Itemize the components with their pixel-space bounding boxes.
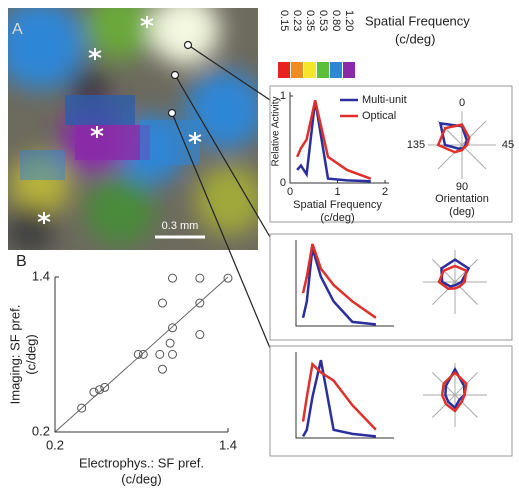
axes (295, 352, 394, 439)
panel-label: A (12, 21, 23, 38)
point (133, 349, 143, 359)
y-axis-label: (c/deg) (23, 334, 38, 374)
spoke (454, 281, 478, 305)
tuning-polygon (436, 123, 471, 154)
angle-tick-label: 135 (407, 139, 425, 151)
polar-title: (deg) (449, 206, 475, 218)
series-line (301, 359, 377, 438)
colorbar-swatch (291, 62, 303, 78)
colorbar-swatch (330, 62, 342, 78)
x-axis-label: (c/deg) (320, 212, 354, 224)
x-axis-label: Spatial Frequency (293, 199, 382, 211)
colorbar-swatch (278, 62, 290, 78)
series-line (295, 100, 372, 180)
point (100, 382, 110, 392)
point (168, 349, 178, 359)
series-line (301, 247, 377, 326)
series-line (296, 100, 371, 183)
x-tick-label: 0.2 (46, 437, 64, 452)
point (155, 349, 165, 359)
y-tick-label: 1.4 (32, 268, 50, 283)
colorbar-label: 0.15 (278, 10, 290, 31)
spoke (432, 394, 456, 418)
colorbar-title: Spatial Frequency (365, 13, 470, 28)
point (195, 330, 205, 340)
colorbar-label: 0.35 (304, 10, 316, 31)
x-tick-label: 2 (382, 186, 388, 198)
point (223, 273, 233, 283)
tuning-polygon (444, 366, 466, 410)
tuning-polygon (437, 264, 468, 291)
x-axis-label: (c/deg) (121, 471, 161, 486)
site-links (167, 40, 271, 349)
colorbar-swatch (343, 62, 355, 78)
colorbar-label: 0.80 (330, 10, 342, 31)
angle-tick-label: 45 (502, 139, 514, 151)
point (157, 364, 167, 374)
point (168, 323, 178, 333)
x-tick-label: 0 (287, 186, 293, 198)
series-line (301, 361, 377, 431)
asterisks (37, 16, 202, 224)
point (95, 385, 105, 395)
legend-label: Optical (362, 110, 396, 122)
colorbar-label: 0.23 (291, 10, 303, 31)
point (157, 298, 167, 308)
axes (295, 240, 394, 327)
point (77, 403, 87, 413)
y-tick-label: 0.2 (32, 423, 50, 438)
panel-boxes (269, 85, 513, 457)
legend-label: Multi-unit (362, 94, 407, 106)
point (195, 273, 205, 283)
colorbar-title: (c/deg) (395, 31, 435, 46)
x-axis-label: Electrophys.: SF pref. (79, 455, 204, 470)
identity-line (54, 276, 229, 433)
colorbar-label: 1.20 (343, 10, 355, 31)
x-tick-label: 1 (334, 186, 340, 198)
colorbar-swatch (317, 62, 329, 78)
y-tick-label: 0 (280, 177, 286, 189)
colorbar-swatch (304, 62, 316, 78)
tuning-polygon (440, 370, 468, 413)
y-axis-label: Imaging: SF pref. (7, 305, 22, 405)
point (89, 387, 99, 397)
point (165, 338, 175, 348)
point (138, 349, 148, 359)
series-line (301, 243, 377, 319)
angle-tick-label: 90 (456, 181, 468, 193)
point (168, 273, 178, 283)
angle-tick-label: 0 (459, 97, 465, 109)
x-tick-label: 1.4 (219, 437, 237, 452)
panel-label: B (16, 253, 27, 270)
polar-title: Orientation (435, 193, 489, 205)
colorbar-label: 0.53 (317, 10, 329, 31)
scale-bar-label: 0.3 mm (162, 220, 199, 232)
y-tick-label: 1 (280, 90, 286, 102)
y-axis-label: Relative Activity (271, 96, 282, 166)
spoke (461, 144, 487, 170)
point (195, 298, 205, 308)
sf-map (8, 8, 258, 250)
